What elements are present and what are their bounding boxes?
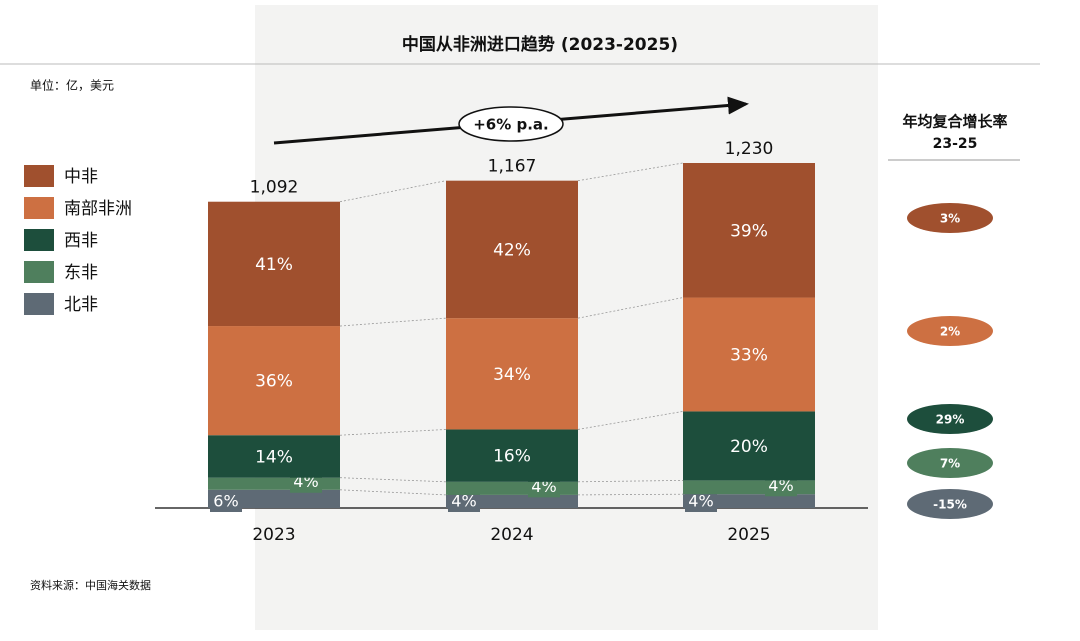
connector (577, 493, 684, 496)
cagr-label: 29% (936, 413, 965, 427)
segment-label: 6% (213, 492, 238, 511)
segment-label: 16% (493, 447, 531, 467)
cagr-bubble (907, 404, 993, 434)
segment-label-box (685, 490, 717, 512)
cagr-bubble (907, 316, 993, 346)
source: 资料来源：中国海关数据 (30, 578, 151, 592)
cagr-bubble (907, 489, 993, 519)
cagr-label: -15% (933, 498, 967, 512)
legend-swatch (24, 197, 54, 219)
bar-segment (208, 435, 340, 478)
bar-segment (683, 411, 815, 481)
total-label: 1,167 (488, 157, 537, 177)
segment-label: 42% (493, 240, 531, 260)
annotation-bubble (458, 106, 564, 142)
legend-swatch (24, 229, 54, 251)
total-label: 1,092 (250, 178, 299, 198)
x-tick-label: 2024 (490, 525, 533, 545)
legend-label: 西非 (64, 231, 98, 251)
segment-label: 14% (255, 447, 293, 467)
legend-swatch (24, 293, 54, 315)
segment-label: 36% (255, 372, 293, 392)
segment-label: 4% (451, 492, 476, 511)
bar-segment (446, 180, 578, 319)
chart-title: 中国从非洲进口趋势 (2023-2025) (402, 34, 678, 55)
cagr-label: 7% (940, 457, 960, 471)
cagr-label: 2% (940, 325, 960, 339)
cagr-label: 3% (940, 212, 960, 226)
x-tick-label: 2023 (252, 525, 295, 545)
connector (339, 317, 447, 327)
legend-label: 北非 (64, 295, 98, 315)
segment-label-box (210, 490, 242, 512)
unit-label: 单位：亿，美元 (30, 78, 114, 93)
connector (339, 477, 447, 483)
connector (339, 489, 447, 496)
segment-label: 41% (255, 255, 293, 275)
connector (577, 162, 684, 182)
bar-segment (683, 163, 815, 298)
cagr-bubble (907, 448, 993, 478)
x-tick-label: 2025 (727, 525, 770, 545)
segment-label: 34% (493, 365, 531, 385)
connector (577, 480, 684, 483)
connector (577, 297, 684, 319)
connector (577, 411, 684, 430)
segment-label: 4% (768, 476, 793, 495)
annotation: +6% p.a. (473, 116, 549, 134)
bar-segment (208, 326, 340, 436)
cagr-subtitle: 23-25 (933, 136, 978, 152)
legend-label: 南部非洲 (64, 199, 132, 219)
cagr-title: 年均复合增长率 (902, 113, 1007, 131)
segment-label: 4% (688, 492, 713, 511)
legend-swatch (24, 165, 54, 187)
bar-segment (683, 297, 815, 412)
cagr-bubble (907, 203, 993, 233)
total-label: 1,230 (725, 139, 774, 159)
segment-label: 33% (730, 345, 768, 365)
legend-label: 东非 (64, 263, 98, 283)
segment-label: 20% (730, 437, 768, 457)
connector (339, 429, 447, 436)
bar-segment (208, 201, 340, 327)
bar-segment (446, 429, 578, 482)
segment-label: 39% (730, 221, 768, 241)
segment-label-box (448, 490, 480, 512)
legend-label: 中非 (64, 167, 98, 187)
legend-swatch (24, 261, 54, 283)
bar-segment (446, 318, 578, 430)
